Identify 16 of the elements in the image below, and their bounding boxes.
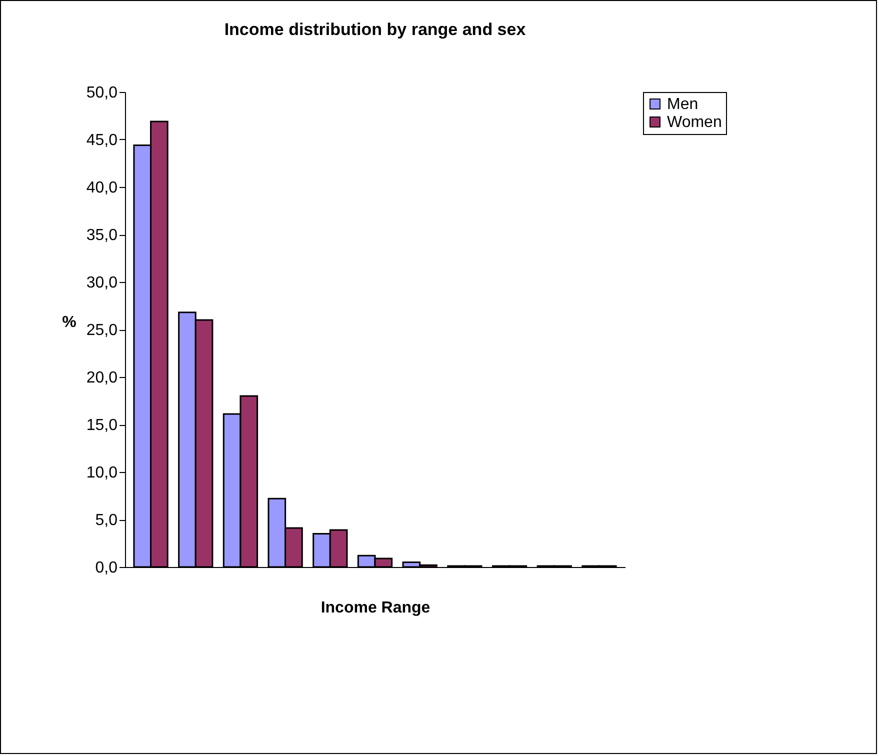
y-tick-label: 45,0: [86, 132, 118, 149]
y-tick-label: 5,0: [95, 512, 118, 529]
y-axis-title: %: [62, 314, 76, 331]
y-tick-label: 10,0: [86, 464, 118, 482]
legend-label: Women: [667, 114, 722, 131]
y-tick-label: 30,0: [86, 274, 118, 292]
y-tick-label: 15,0: [86, 417, 118, 434]
y-tick-label: 25,0: [86, 322, 118, 339]
legend-label: Men: [667, 96, 698, 113]
y-tick-label: 50,0: [86, 84, 118, 102]
y-tick-label: 20,0: [86, 370, 118, 386]
x-axis-title: Income Range: [320, 600, 430, 616]
y-tick-label: 35,0: [86, 227, 118, 244]
y-tick-label: 0,0: [95, 560, 118, 576]
chart-title: Income distribution by range and sex: [224, 20, 526, 39]
y-tick-label: 40,0: [86, 180, 118, 196]
